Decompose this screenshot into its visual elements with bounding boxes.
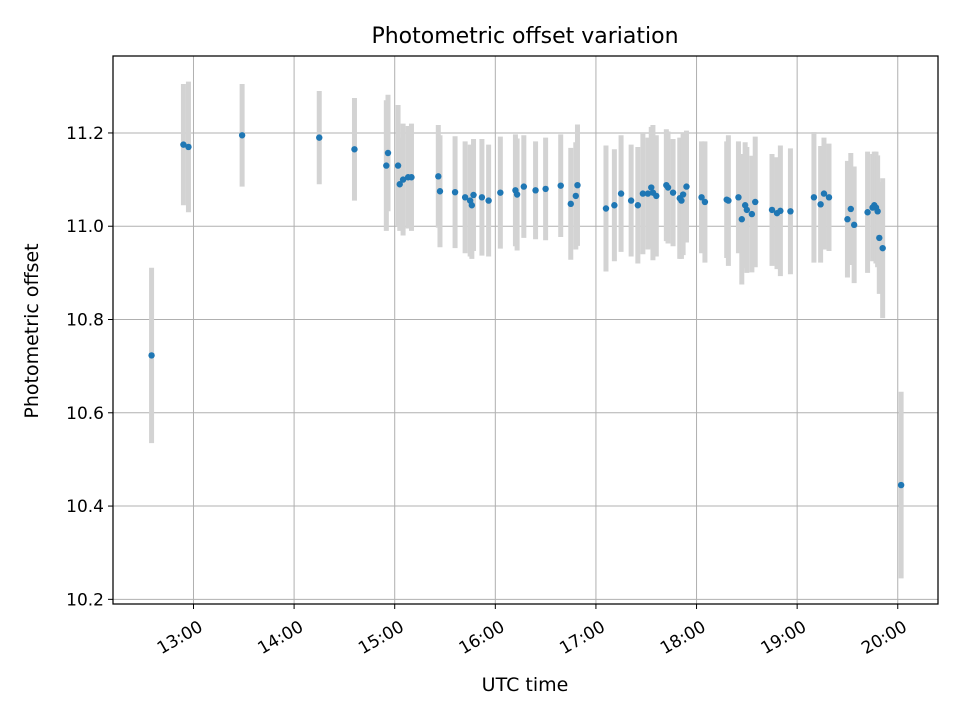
data-point bbox=[752, 198, 759, 206]
y-axis: 10.2 10.4 10.6 10.8 11.0 11.2 bbox=[66, 124, 113, 610]
data-point bbox=[825, 194, 833, 201]
data-point bbox=[485, 197, 492, 204]
data-point bbox=[669, 189, 677, 196]
data-point bbox=[864, 209, 871, 216]
data-point bbox=[817, 201, 824, 208]
data-point bbox=[316, 134, 323, 141]
y-tick-label: 11.0 bbox=[66, 217, 104, 237]
data-point bbox=[678, 197, 685, 204]
data-point bbox=[180, 141, 187, 148]
data-point bbox=[725, 197, 732, 204]
data-point bbox=[664, 184, 672, 191]
data-point bbox=[617, 190, 625, 197]
data-point bbox=[850, 221, 858, 229]
data-point bbox=[602, 205, 610, 212]
data-point bbox=[513, 191, 521, 198]
data-point bbox=[394, 162, 402, 169]
y-axis-label: Photometric offset bbox=[21, 243, 43, 418]
data-point bbox=[435, 173, 442, 180]
data-point bbox=[461, 194, 469, 201]
data-point bbox=[611, 202, 618, 209]
data-point bbox=[185, 143, 192, 151]
data-point bbox=[567, 200, 574, 208]
data-point bbox=[238, 132, 246, 139]
data-point bbox=[436, 188, 444, 195]
data-point bbox=[408, 174, 415, 181]
data-point bbox=[698, 194, 705, 201]
data-point bbox=[634, 202, 642, 209]
data-point bbox=[470, 191, 477, 199]
data-point bbox=[572, 192, 580, 200]
data-point bbox=[451, 188, 459, 196]
data-point bbox=[748, 210, 756, 218]
data-point bbox=[639, 190, 647, 197]
data-point bbox=[542, 185, 549, 193]
data-point bbox=[399, 176, 407, 183]
y-tick-label: 10.2 bbox=[66, 590, 104, 610]
data-point bbox=[735, 194, 742, 201]
data-point bbox=[777, 207, 784, 215]
data-point bbox=[351, 146, 358, 153]
data-point bbox=[520, 183, 528, 190]
data-point bbox=[396, 181, 403, 188]
data-point bbox=[738, 216, 746, 223]
y-tick-label: 10.4 bbox=[66, 497, 104, 517]
data-point bbox=[653, 192, 660, 200]
data-point bbox=[787, 208, 794, 215]
y-tick-label: 10.8 bbox=[66, 311, 104, 331]
x-axis-label: UTC time bbox=[482, 674, 569, 696]
data-point bbox=[532, 187, 539, 194]
data-point bbox=[644, 190, 652, 197]
data-point bbox=[148, 352, 155, 359]
data-point bbox=[847, 205, 855, 213]
y-tick-label: 10.6 bbox=[66, 404, 104, 424]
data-points bbox=[148, 132, 905, 489]
data-point bbox=[683, 183, 690, 190]
data-point bbox=[574, 181, 581, 189]
data-point bbox=[897, 481, 905, 489]
data-point bbox=[497, 189, 504, 196]
data-point bbox=[701, 198, 709, 206]
data-point bbox=[679, 191, 687, 198]
data-point bbox=[557, 182, 564, 189]
data-point bbox=[743, 206, 751, 214]
data-point bbox=[468, 202, 476, 209]
data-point bbox=[879, 244, 886, 252]
data-point bbox=[844, 216, 851, 223]
data-point bbox=[768, 206, 776, 214]
data-point bbox=[383, 162, 390, 169]
data-point bbox=[876, 234, 883, 242]
y-tick-label: 11.2 bbox=[66, 124, 104, 144]
data-point bbox=[478, 194, 486, 201]
data-point bbox=[810, 194, 818, 201]
data-point bbox=[820, 190, 828, 197]
data-point bbox=[648, 184, 655, 191]
plot-frame bbox=[112, 55, 939, 605]
data-point bbox=[384, 149, 392, 157]
chart-title: Photometric offset variation bbox=[371, 24, 678, 49]
data-point bbox=[874, 208, 881, 215]
data-point bbox=[627, 197, 635, 204]
